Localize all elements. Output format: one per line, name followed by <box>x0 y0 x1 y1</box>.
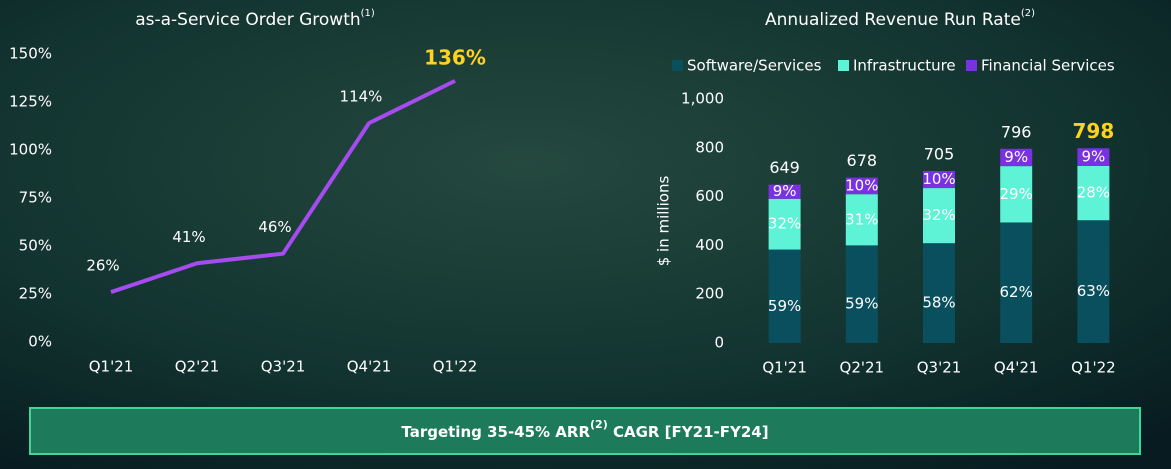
bar-segment <box>923 188 955 244</box>
bar-segment <box>768 249 801 343</box>
segment-label: 63% <box>1077 282 1110 300</box>
y-tick-label: 400 <box>695 236 724 254</box>
segment-label: 9% <box>1004 148 1028 166</box>
data-label: 41% <box>172 228 205 246</box>
banner-main: Targeting 35-45% ARR <box>401 423 590 441</box>
y-tick-label: 125% <box>9 93 52 111</box>
x-tick-label: Q4'21 <box>994 359 1039 377</box>
banner-box <box>29 407 1141 455</box>
segment-label: 62% <box>1000 283 1033 301</box>
legend-label: Software/Services <box>687 57 822 75</box>
title-superscript: (2) <box>1021 8 1035 19</box>
bar-segment <box>1077 220 1110 343</box>
total-label: 649 <box>769 158 800 177</box>
bar-segment <box>845 177 878 195</box>
legend-swatch <box>966 60 977 71</box>
bar-segment <box>1000 166 1033 223</box>
x-tick-label: Q4'21 <box>347 358 392 376</box>
bar-segment <box>1000 222 1033 343</box>
title-superscript: (1) <box>361 8 375 19</box>
title-text: as-a-Service Order Growth <box>135 10 360 30</box>
total-label: 796 <box>1001 122 1032 141</box>
y-tick-label: 75% <box>19 189 52 207</box>
legend-swatch <box>672 60 683 71</box>
y-tick-label: 0% <box>28 333 52 351</box>
x-tick-label: Q3'21 <box>917 359 962 377</box>
segment-label: 32% <box>768 215 801 233</box>
bar-segment <box>923 243 955 343</box>
bar-segment <box>1000 148 1033 167</box>
x-tick-label: Q2'21 <box>175 358 220 376</box>
y-tick-label: 200 <box>695 285 724 303</box>
total-label: 678 <box>847 151 878 170</box>
y-tick-label: 50% <box>19 237 52 255</box>
x-tick-label: Q2'21 <box>840 359 885 377</box>
y-tick-label: 600 <box>695 187 724 205</box>
bar-segment <box>845 194 878 246</box>
segment-label: 32% <box>922 206 955 224</box>
segment-label: 59% <box>768 297 801 315</box>
data-label: 114% <box>340 88 383 106</box>
segment-label: 9% <box>1082 148 1106 166</box>
bar-segment <box>1077 148 1110 166</box>
x-tick-label: Q1'22 <box>1071 359 1116 377</box>
x-tick-label: Q1'21 <box>89 358 134 376</box>
x-tick-label: Q3'21 <box>261 358 306 376</box>
segment-label: 10% <box>845 176 878 194</box>
bar-segment <box>1077 165 1110 221</box>
bar-segment <box>923 170 955 189</box>
x-tick-label: Q1'21 <box>762 359 807 377</box>
total-label: 798 <box>1073 119 1115 143</box>
data-label: 46% <box>258 218 291 236</box>
segment-label: 29% <box>1000 185 1033 203</box>
segment-label: 9% <box>773 182 797 200</box>
data-line <box>110 79 456 294</box>
y-axis-label: $ in millions <box>655 176 673 267</box>
y-tick-label: 25% <box>19 285 52 303</box>
segment-label: 58% <box>922 294 955 312</box>
segment-label: 10% <box>922 170 955 188</box>
bar-segment <box>768 198 801 250</box>
banner-text: Targeting 35-45% ARR(2) CAGR [FY21-FY24] <box>401 418 768 441</box>
legend-swatch <box>838 60 849 71</box>
banner-superscript: (2) <box>590 418 608 431</box>
banner-rest: CAGR [FY21-FY24] <box>608 423 769 441</box>
x-tick-label: Q1'22 <box>433 358 478 376</box>
title-text: Annualized Revenue Run Rate <box>765 10 1021 30</box>
y-tick-label: 150% <box>9 45 52 63</box>
y-tick-label: 100% <box>9 141 52 159</box>
chart-title: Annualized Revenue Run Rate(2) <box>765 8 1035 30</box>
segment-label: 28% <box>1077 184 1110 202</box>
legend-label: Financial Services <box>981 57 1115 75</box>
segment-label: 31% <box>845 210 878 228</box>
bar-segment <box>768 184 801 199</box>
total-label: 705 <box>924 144 955 163</box>
chart-title: as-a-Service Order Growth(1) <box>135 8 375 30</box>
bar-segment <box>845 245 878 343</box>
data-label: 136% <box>424 45 486 69</box>
y-tick-label: 1,000 <box>681 90 724 108</box>
legend-label: Infrastructure <box>853 57 956 75</box>
segment-label: 59% <box>845 295 878 313</box>
y-tick-label: 800 <box>695 138 724 156</box>
y-tick-label: 0 <box>714 334 724 352</box>
data-label: 26% <box>86 257 119 275</box>
